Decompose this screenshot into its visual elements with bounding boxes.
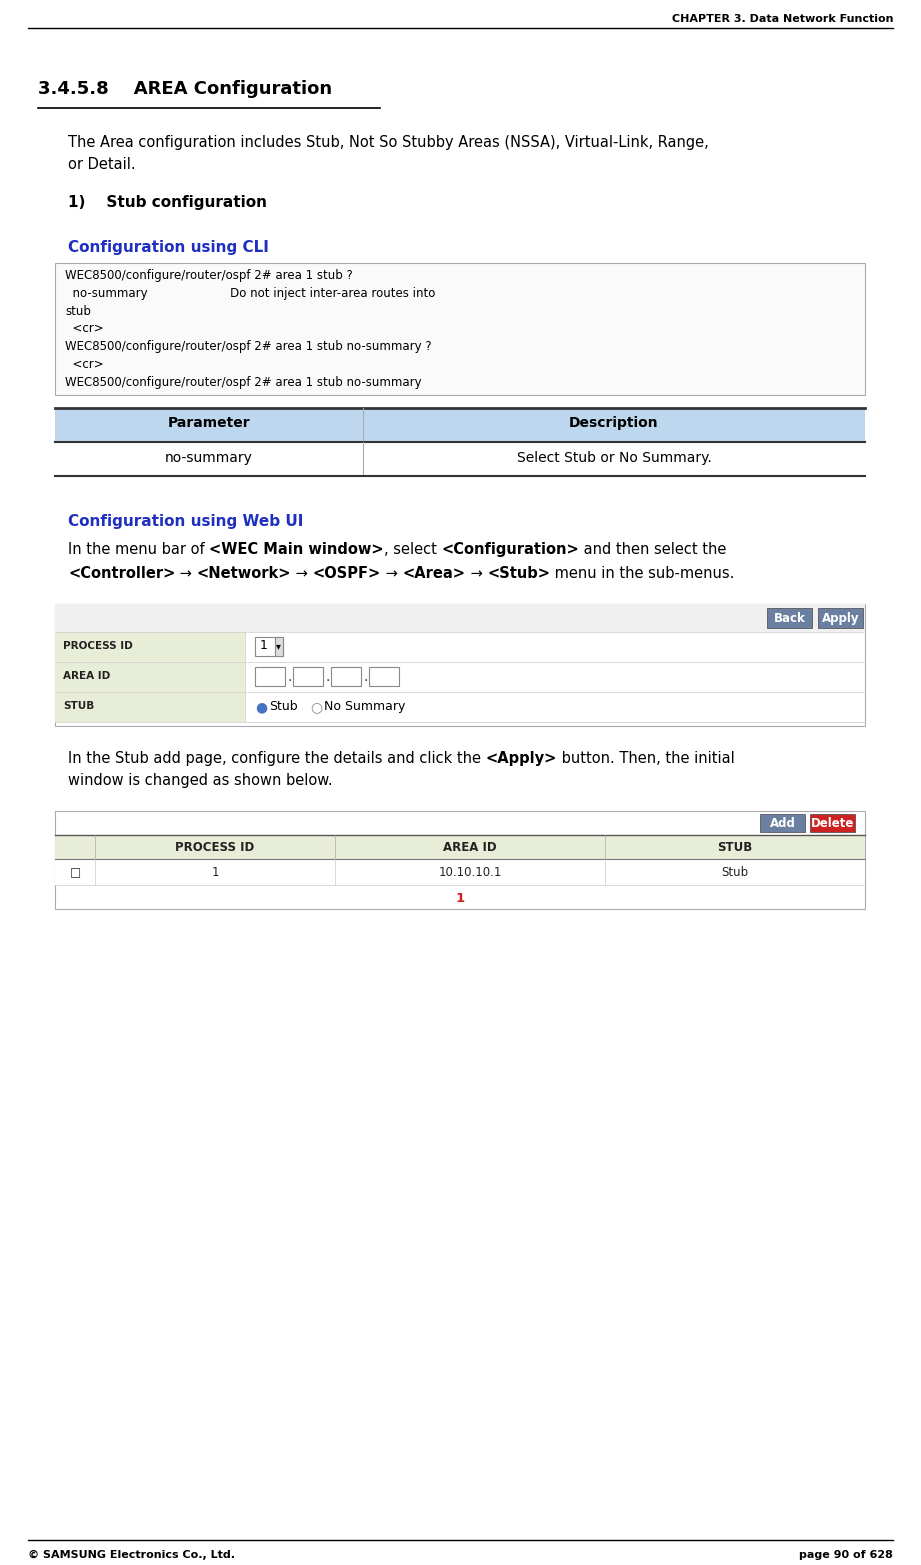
Bar: [293, 667, 323, 685]
Text: ▾: ▾: [276, 642, 281, 651]
Text: Stub: Stub: [269, 700, 297, 714]
Text: Delete: Delete: [810, 817, 854, 829]
Text: 1)    Stub configuration: 1) Stub configuration: [68, 196, 267, 210]
Bar: [55, 408, 865, 441]
Text: and then select the: and then select the: [579, 541, 727, 557]
Text: button. Then, the initial: button. Then, the initial: [557, 751, 735, 765]
Text: no-summary: no-summary: [165, 451, 253, 465]
Text: ○: ○: [310, 700, 322, 714]
Text: <Apply>: <Apply>: [485, 751, 557, 765]
Text: <Configuration>: <Configuration>: [441, 541, 579, 557]
Text: or Detail.: or Detail.: [68, 156, 135, 172]
Text: →: →: [175, 567, 197, 581]
Text: CHAPTER 3. Data Network Function: CHAPTER 3. Data Network Function: [671, 14, 893, 23]
Bar: [55, 811, 865, 909]
Text: Select Stub or No Summary.: Select Stub or No Summary.: [517, 451, 711, 465]
Text: In the menu bar of: In the menu bar of: [68, 541, 209, 557]
Bar: [55, 836, 865, 859]
Text: The Area configuration includes Stub, Not So Stubby Areas (NSSA), Virtual-Link, : The Area configuration includes Stub, No…: [68, 135, 709, 150]
Bar: [55, 441, 865, 476]
Bar: [275, 637, 283, 656]
Text: Add: Add: [770, 817, 796, 829]
Text: 3.4.5.8    AREA Configuration: 3.4.5.8 AREA Configuration: [38, 80, 332, 99]
Text: ●: ●: [255, 700, 267, 714]
Text: © SAMSUNG Electronics Co., Ltd.: © SAMSUNG Electronics Co., Ltd.: [28, 1549, 235, 1560]
Text: AREA ID: AREA ID: [443, 840, 496, 854]
Bar: [810, 814, 855, 833]
Bar: [369, 667, 399, 685]
Text: <Network>: <Network>: [197, 567, 291, 581]
Text: <Stub>: <Stub>: [487, 567, 550, 581]
Text: 1: 1: [260, 639, 268, 653]
Text: Back: Back: [774, 612, 805, 624]
Text: STUB: STUB: [63, 701, 94, 711]
Bar: [55, 604, 865, 632]
Text: Configuration using CLI: Configuration using CLI: [68, 239, 269, 255]
Text: 1: 1: [456, 892, 464, 905]
Text: Configuration using Web UI: Configuration using Web UI: [68, 513, 303, 529]
Text: STUB: STUB: [717, 840, 752, 854]
Text: Parameter: Parameter: [168, 416, 251, 430]
Bar: [55, 662, 245, 692]
Text: →: →: [466, 567, 487, 581]
Text: In the Stub add page, configure the details and click the: In the Stub add page, configure the deta…: [68, 751, 485, 765]
Bar: [331, 667, 361, 685]
Text: Apply: Apply: [822, 612, 859, 624]
Text: →: →: [291, 567, 313, 581]
Text: No Summary: No Summary: [324, 700, 405, 714]
Text: AREA ID: AREA ID: [63, 671, 111, 681]
Bar: [760, 814, 805, 833]
Text: page 90 of 628: page 90 of 628: [799, 1549, 893, 1560]
Text: Description: Description: [569, 416, 659, 430]
Bar: [55, 604, 865, 726]
Text: , select: , select: [384, 541, 441, 557]
Bar: [255, 637, 283, 656]
Bar: [55, 263, 865, 394]
Bar: [818, 607, 863, 628]
Text: .: .: [363, 670, 367, 684]
Text: <Controller>: <Controller>: [68, 567, 175, 581]
Text: WEC8500/configure/router/ospf 2# area 1 stub ?
  no-summary                     : WEC8500/configure/router/ospf 2# area 1 …: [65, 269, 436, 388]
Text: .: .: [325, 670, 330, 684]
Bar: [55, 692, 245, 721]
Bar: [55, 859, 865, 884]
Text: 1: 1: [211, 865, 219, 880]
Text: PROCESS ID: PROCESS ID: [63, 642, 133, 651]
Text: 10.10.10.1: 10.10.10.1: [438, 865, 502, 880]
Text: <OSPF>: <OSPF>: [313, 567, 381, 581]
Text: Stub: Stub: [721, 865, 749, 880]
Text: →: →: [381, 567, 402, 581]
Text: <Area>: <Area>: [402, 567, 466, 581]
Text: □: □: [69, 865, 80, 880]
Text: .: .: [287, 670, 291, 684]
Bar: [767, 607, 812, 628]
Bar: [55, 632, 245, 662]
Bar: [255, 667, 285, 685]
Text: <WEC Main window>: <WEC Main window>: [209, 541, 384, 557]
Text: window is changed as shown below.: window is changed as shown below.: [68, 773, 332, 789]
Text: PROCESS ID: PROCESS ID: [175, 840, 254, 854]
Text: menu in the sub-menus.: menu in the sub-menus.: [550, 567, 735, 581]
